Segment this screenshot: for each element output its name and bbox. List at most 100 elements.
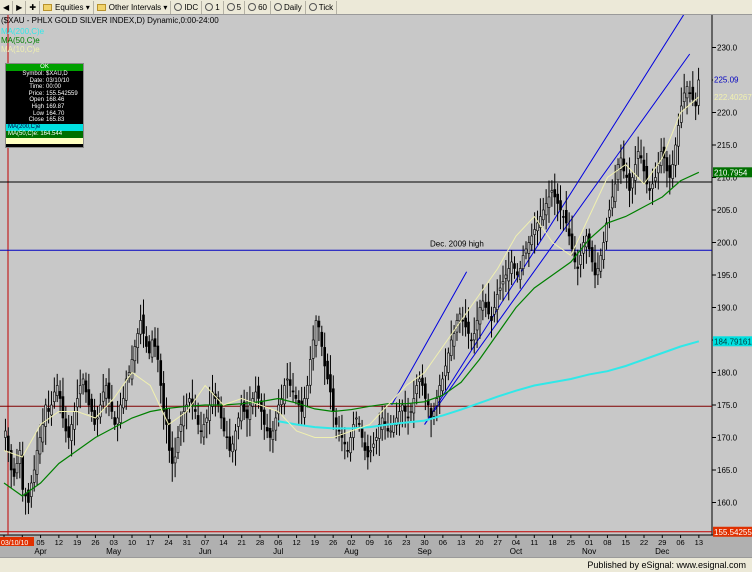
candle-body [475, 320, 479, 331]
databox-row: High 169.87 [31, 103, 65, 110]
candle-body [567, 228, 571, 237]
ma50-legend: MA(50,C)e [1, 36, 40, 45]
x-tick-label: 13 [695, 538, 703, 547]
candle-body [507, 268, 511, 282]
candle-body [564, 209, 568, 224]
candle-body [421, 377, 424, 386]
candle-body [81, 378, 85, 386]
y-tick-label: 180.0 [717, 369, 738, 378]
y-tick-label: 165.0 [717, 466, 738, 475]
candle-body [375, 437, 378, 441]
channel-line [391, 271, 468, 406]
candle-body [188, 398, 191, 403]
ma50-line [3, 171, 700, 497]
candle-body [271, 430, 275, 440]
candle-body [682, 92, 686, 102]
databox-ma200: MA(200,C)e [6, 123, 83, 131]
y-tick-label: 205.0 [717, 206, 738, 215]
candle-body [628, 173, 631, 191]
candle-body [35, 450, 39, 475]
interval-1-button[interactable]: 1 [202, 0, 224, 14]
candle-body [432, 411, 436, 417]
moving-averages [3, 96, 700, 497]
candle-body [21, 454, 25, 490]
cursor-data-window[interactable]: OK Symbol: $XAU,D Date: 03/10/10 Time: 00:0… [5, 63, 84, 148]
candle-body [679, 105, 683, 123]
databox-row: Symbol: $XAU,D [22, 71, 68, 77]
x-tick-label: 26 [329, 538, 337, 547]
candle-body [349, 437, 352, 454]
candle-body [208, 404, 211, 421]
interval-idc-button[interactable]: IDC [171, 0, 203, 14]
candle-body [283, 385, 286, 405]
interval-tick-button[interactable]: Tick [306, 0, 338, 14]
candle-body [87, 389, 91, 406]
candle-body [372, 443, 375, 448]
x-tick-label: 19 [73, 538, 81, 547]
candle-body [50, 404, 53, 416]
candle-body [363, 442, 367, 451]
databox-row: Low 164.70 [32, 110, 65, 117]
clock-icon [308, 3, 317, 11]
interval-5-button[interactable]: 5 [224, 0, 246, 14]
candle-body [55, 385, 59, 396]
interval-daily-button[interactable]: Daily [271, 0, 306, 14]
chart-title: ($XAU - PHLX GOLD SILVER INDEX,D) Dynami… [1, 16, 219, 25]
y-tick-label: 210.0 [717, 174, 738, 183]
candle-body [67, 426, 71, 438]
folder-icon [43, 3, 53, 11]
candle-body [139, 320, 142, 335]
candle-body [176, 437, 180, 454]
candle-body [239, 404, 243, 422]
forward-button[interactable]: ▶ [13, 0, 27, 14]
x-tick-label: 27 [494, 538, 502, 547]
candle-body [668, 165, 672, 178]
candle-body [27, 489, 30, 503]
back-button[interactable]: ◀ [0, 0, 14, 14]
candle-body [467, 321, 470, 334]
candle-body [625, 174, 628, 178]
cursor-date-badge [0, 537, 34, 546]
price-chart[interactable]: Dec. 2009 high 160.0 165.0 170.0 175.0 180.0… [0, 15, 752, 557]
daily-label: Daily [284, 2, 302, 12]
x-tick-label: 06 [676, 538, 684, 547]
other-intervals-dropdown[interactable]: Other Intervals ▾ [94, 0, 172, 14]
interval-60-button[interactable]: 60 [245, 0, 272, 14]
candle-body [406, 416, 410, 419]
publisher-text: Published by eSignal: www.esignal.com [587, 560, 746, 570]
x-tick-label: 06 [274, 538, 282, 547]
x-tick-label: 29 [658, 538, 666, 547]
candle-body [314, 320, 318, 346]
x-tick-label: 17 [146, 538, 154, 547]
x-tick-label: 20 [475, 538, 483, 547]
candle-body [101, 391, 105, 402]
candle-body [438, 385, 442, 398]
candle-body [490, 316, 493, 321]
candle-body [70, 424, 73, 441]
candle-body [553, 189, 557, 198]
candle-body [32, 469, 36, 483]
candle-body [357, 423, 361, 425]
y-tick-label: 160.0 [717, 499, 738, 508]
month-label: Jun [199, 547, 212, 556]
candle-body [257, 385, 260, 399]
y-tick-label: 175.0 [717, 401, 738, 410]
candle-body [409, 411, 413, 413]
databox-row: Price: 155.542559 [28, 90, 78, 97]
add-button[interactable]: ✚ [26, 0, 41, 14]
x-tick-label: 31 [183, 538, 191, 547]
idc-label: IDC [184, 2, 199, 12]
candle-body [386, 428, 390, 432]
candle-body [470, 339, 473, 342]
candle-body [268, 427, 272, 438]
candle-body [648, 188, 651, 191]
candle-body [211, 391, 214, 407]
equities-dropdown[interactable]: Equities ▾ [40, 0, 94, 14]
candle-body [317, 320, 321, 328]
y-tick-label: 230.0 [717, 44, 738, 53]
price-tag: 225.09 [714, 75, 739, 84]
y-tick-label: 170.0 [717, 434, 738, 443]
month-label: May [106, 547, 121, 556]
x-tick-label: 06 [439, 538, 447, 547]
ma200-line [278, 340, 700, 430]
